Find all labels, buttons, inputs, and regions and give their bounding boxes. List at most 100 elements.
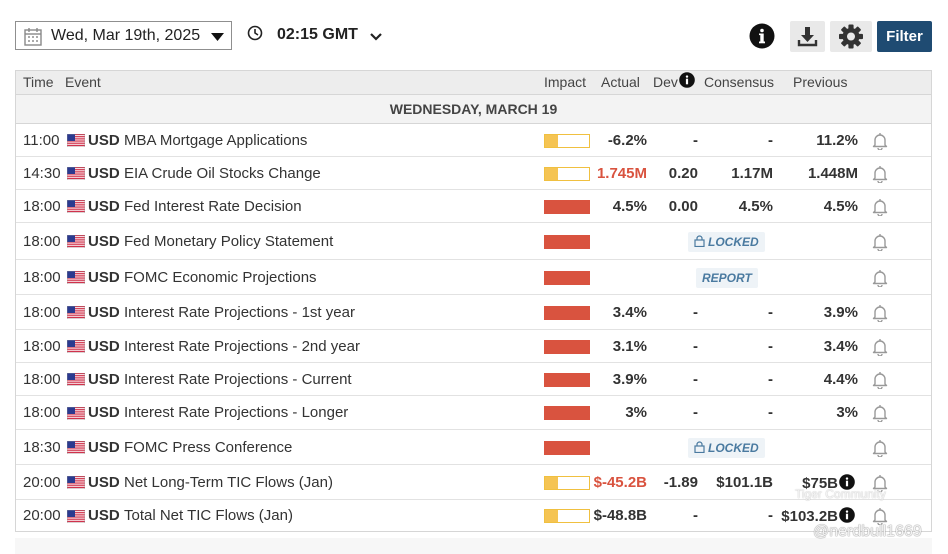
- download-button[interactable]: [790, 21, 825, 52]
- deviation-value: -: [693, 132, 698, 149]
- event-name[interactable]: Fed Monetary Policy Statement: [124, 233, 334, 250]
- previous-text: $103.2B: [781, 508, 838, 525]
- table-row[interactable]: 14:30 USD EIA Crude Oil Stocks Change 1.745…: [16, 157, 931, 190]
- previous-value: 11.2%: [816, 132, 858, 149]
- event-name[interactable]: Interest Rate Projections - 1st year: [124, 304, 355, 321]
- us-flag-icon: [66, 406, 86, 421]
- bell-icon[interactable]: [872, 338, 888, 360]
- bell-icon[interactable]: [872, 439, 888, 461]
- consensus-value: -: [768, 404, 773, 421]
- currency-code: USD: [88, 198, 120, 215]
- bell-icon[interactable]: [872, 198, 888, 220]
- date-picker[interactable]: Wed, Mar 19th, 2025: [15, 21, 232, 50]
- bell-icon[interactable]: [872, 304, 888, 326]
- locked-badge[interactable]: LOCKED: [688, 232, 765, 252]
- bell-icon[interactable]: [872, 404, 888, 426]
- header-consensus: Consensus: [704, 74, 775, 90]
- timezone-time[interactable]: 02:15 GMT: [277, 26, 358, 43]
- bell-icon[interactable]: [872, 233, 888, 255]
- previous-value: 4.4%: [824, 371, 858, 388]
- table-header: Time Event Impact Actual Dev Consensus P…: [16, 71, 931, 94]
- filter-button[interactable]: Filter: [877, 21, 932, 52]
- table-row[interactable]: 18:00 USD Interest Rate Projections - Long…: [16, 396, 931, 430]
- economic-calendar-table: Time Event Impact Actual Dev Consensus P…: [15, 70, 932, 532]
- table-row[interactable]: 18:00 USD Interest Rate Projections - Curr…: [16, 363, 931, 396]
- table-row[interactable]: 20:00 USD Total Net TIC Flows (Jan) $-48.8B…: [16, 500, 931, 532]
- deviation-value: -: [693, 338, 698, 355]
- event-name[interactable]: MBA Mortgage Applications: [124, 132, 308, 149]
- consensus-value: 1.17M: [731, 165, 773, 182]
- table-row[interactable]: 18:00 USD Fed Monetary Policy Statement LOC…: [16, 223, 931, 260]
- selected-date: Wed, Mar 19th, 2025: [51, 27, 201, 44]
- table-row[interactable]: 20:00 USD Net Long-Term TIC Flows (Jan) $-4…: [16, 465, 931, 500]
- event-time: 18:30: [23, 439, 61, 456]
- impact-high-bar: [544, 306, 590, 320]
- table-row[interactable]: 18:00 USD FOMC Economic Projections REPORT: [16, 260, 931, 295]
- previous-value: $103.2B: [781, 507, 855, 525]
- info-icon[interactable]: [839, 474, 855, 490]
- bell-icon[interactable]: [872, 269, 888, 291]
- lock-icon: [694, 235, 705, 248]
- bell-icon[interactable]: [872, 507, 888, 529]
- footer-strip: [15, 538, 932, 554]
- event-name[interactable]: Interest Rate Projections - 2nd year: [124, 338, 360, 355]
- deviation-value: 0.00: [668, 198, 698, 215]
- currency-code: USD: [88, 371, 120, 388]
- consensus-value: -: [768, 304, 773, 321]
- bell-icon[interactable]: [872, 371, 888, 393]
- locked-badge[interactable]: LOCKED: [688, 438, 765, 458]
- event-name[interactable]: EIA Crude Oil Stocks Change: [124, 165, 321, 182]
- table-row[interactable]: 18:00 USD Fed Interest Rate Decision 4.5% 0.…: [16, 190, 931, 223]
- event-name[interactable]: Net Long-Term TIC Flows (Jan): [124, 474, 333, 491]
- chevron-down-icon[interactable]: [369, 32, 383, 42]
- us-flag-icon: [66, 440, 86, 455]
- event-time: 14:30: [23, 165, 61, 182]
- info-icon[interactable]: [839, 507, 855, 523]
- deviation-value: -: [693, 371, 698, 388]
- impact-fill: [545, 477, 558, 489]
- actual-value: 1.745M: [596, 165, 647, 182]
- bell-icon[interactable]: [872, 474, 888, 496]
- header-time: Time: [23, 74, 54, 90]
- info-icon[interactable]: [749, 23, 775, 49]
- currency-code: USD: [88, 269, 120, 286]
- day-group-header: WEDNESDAY, MARCH 19: [16, 94, 931, 124]
- badge-label: REPORT: [702, 271, 752, 285]
- table-row[interactable]: 18:30 USD FOMC Press Conference LOCKED: [16, 430, 931, 465]
- download-icon: [797, 27, 818, 47]
- us-flag-icon: [66, 133, 86, 148]
- event-time: 18:00: [23, 338, 61, 355]
- us-flag-icon: [66, 199, 86, 214]
- header-event: Event: [65, 74, 101, 90]
- consensus-value: $101.1B: [716, 474, 773, 491]
- table-row[interactable]: 11:00 USD MBA Mortgage Applications -6.2% - -…: [16, 124, 931, 157]
- bell-icon[interactable]: [872, 165, 888, 187]
- bell-icon[interactable]: [872, 132, 888, 154]
- event-name[interactable]: Fed Interest Rate Decision: [124, 198, 302, 215]
- deviation-value: -1.89: [663, 474, 698, 491]
- event-time: 18:00: [23, 304, 61, 321]
- currency-code: USD: [88, 233, 120, 250]
- us-flag-icon: [66, 372, 86, 387]
- event-name[interactable]: FOMC Press Conference: [124, 439, 293, 456]
- event-time: 18:00: [23, 269, 61, 286]
- currency-code: USD: [88, 304, 120, 321]
- header-impact: Impact: [544, 74, 587, 90]
- event-time: 11:00: [23, 132, 60, 149]
- table-row[interactable]: 18:00 USD Interest Rate Projections - 1st …: [16, 295, 931, 330]
- previous-value: 1.448M: [808, 165, 858, 182]
- previous-value: 3.4%: [824, 338, 858, 355]
- header-dev: Dev: [653, 74, 678, 90]
- currency-code: USD: [88, 439, 120, 456]
- deviation-value: -: [693, 404, 698, 421]
- table-row[interactable]: 18:00 USD Interest Rate Projections - 2nd …: [16, 330, 931, 363]
- header-actual: Actual: [601, 74, 640, 90]
- event-name[interactable]: FOMC Economic Projections: [124, 269, 317, 286]
- impact-high-bar: [544, 271, 590, 285]
- settings-button[interactable]: [830, 21, 872, 52]
- event-name[interactable]: Interest Rate Projections - Longer: [124, 404, 349, 421]
- event-name[interactable]: Total Net TIC Flows (Jan): [124, 507, 293, 524]
- event-name[interactable]: Interest Rate Projections - Current: [124, 371, 352, 388]
- report-badge[interactable]: REPORT: [696, 268, 758, 288]
- info-icon[interactable]: [679, 72, 695, 88]
